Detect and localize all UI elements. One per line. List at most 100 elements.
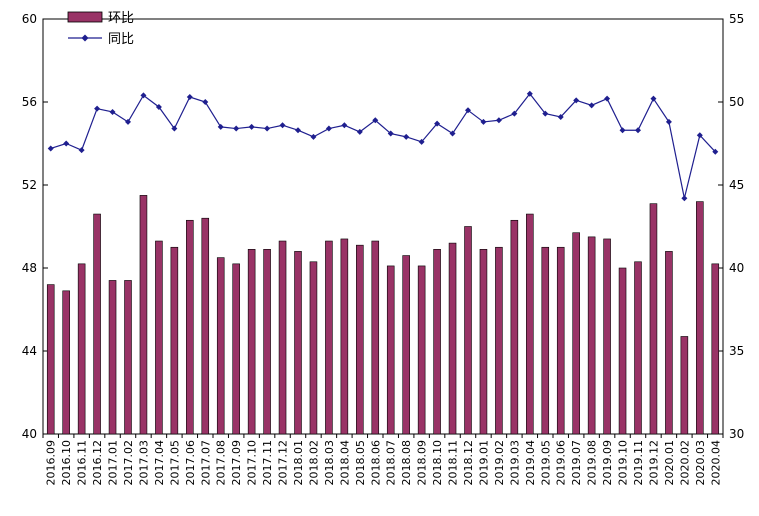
line-point xyxy=(372,117,379,124)
bar xyxy=(155,240,163,435)
bar xyxy=(402,255,410,435)
line-point xyxy=(279,122,286,129)
bar xyxy=(309,261,318,435)
line-point xyxy=(480,118,487,125)
bar xyxy=(186,219,194,435)
line-point xyxy=(171,125,178,132)
line-point xyxy=(511,110,518,117)
line-point xyxy=(248,123,255,130)
bar xyxy=(356,244,364,435)
right-tick-label: 55 xyxy=(729,12,744,26)
bar xyxy=(448,242,457,435)
bar xyxy=(201,217,210,435)
line-point xyxy=(310,133,317,140)
bar xyxy=(433,249,441,435)
line-point xyxy=(696,132,703,139)
line-point xyxy=(573,97,580,104)
x-tick-label: 2020.03 xyxy=(694,440,707,486)
x-tick-label: 2019.10 xyxy=(617,440,630,486)
x-tick-label: 2016.10 xyxy=(60,440,73,486)
line-point xyxy=(557,113,564,120)
x-tick-label: 2018.11 xyxy=(447,440,460,486)
line-point xyxy=(403,133,410,140)
x-axis: 2016.09 2016.10 2016.11 2016.12 2017.01 2017.… xyxy=(42,434,724,486)
line-point xyxy=(681,195,688,202)
line-point xyxy=(604,95,611,102)
x-tick-label: 2018.02 xyxy=(307,440,320,486)
x-tick-label: 2018.08 xyxy=(400,440,413,486)
x-tick-label: 2019.02 xyxy=(493,440,506,486)
bar xyxy=(541,246,550,435)
x-tick-label: 2019.07 xyxy=(570,440,583,486)
line-point xyxy=(387,130,394,137)
bar xyxy=(216,257,225,435)
line-series xyxy=(47,90,719,202)
bar xyxy=(386,265,395,435)
bar xyxy=(510,219,519,435)
line-point xyxy=(325,125,332,132)
left-axis: 40 44 48 52 56 60 xyxy=(22,12,48,441)
x-tick-label: 2017.02 xyxy=(122,440,135,486)
line-point xyxy=(650,95,657,102)
bar xyxy=(93,213,101,435)
x-tick-label: 2017.08 xyxy=(215,440,228,486)
x-tick-label: 2018.12 xyxy=(462,440,475,486)
x-tick-label: 2017.11 xyxy=(261,440,274,486)
x-tick-label: 2018.05 xyxy=(354,440,367,486)
line-point xyxy=(665,118,672,125)
x-tick-label: 2017.03 xyxy=(137,440,150,486)
line-point xyxy=(635,127,641,134)
bar xyxy=(62,290,70,435)
x-tick-label: 2020.02 xyxy=(678,440,691,486)
left-tick-label: 48 xyxy=(22,261,37,275)
x-tick-label: 2019.03 xyxy=(508,440,521,486)
left-tick-label: 52 xyxy=(22,178,37,192)
right-tick-label: 35 xyxy=(729,344,744,358)
x-tick-label: 2019.06 xyxy=(555,440,568,486)
line-point xyxy=(186,94,193,101)
line-point xyxy=(356,128,363,135)
bar xyxy=(139,195,148,435)
bar xyxy=(294,251,302,435)
x-tick-label: 2017.12 xyxy=(277,440,290,486)
x-tick-label: 2017.06 xyxy=(184,440,197,486)
line-point xyxy=(542,110,549,117)
line-point xyxy=(264,125,271,132)
bar xyxy=(618,267,627,435)
x-tick-label: 2016.11 xyxy=(76,440,89,486)
bar xyxy=(634,261,642,435)
bar xyxy=(247,249,256,435)
x-tick-label: 2017.05 xyxy=(168,440,181,486)
right-tick-label: 45 xyxy=(729,178,744,192)
bar xyxy=(649,203,658,435)
x-tick-label: 2019.05 xyxy=(539,440,552,486)
bar xyxy=(77,263,86,435)
bar xyxy=(526,213,534,435)
bar xyxy=(495,246,503,435)
right-tick-label: 50 xyxy=(729,95,744,109)
bar xyxy=(124,280,132,435)
bar xyxy=(278,240,287,435)
x-tick-label: 2018.09 xyxy=(416,440,429,486)
bar xyxy=(340,238,349,435)
x-tick-label: 2018.10 xyxy=(431,440,444,486)
line-point xyxy=(434,120,441,127)
bar xyxy=(680,336,689,435)
x-tick-label: 2019.08 xyxy=(586,440,599,486)
bar xyxy=(556,246,565,435)
left-tick-label: 56 xyxy=(22,95,37,109)
x-tick-label: 2019.11 xyxy=(632,440,645,486)
bar xyxy=(696,201,704,435)
left-tick-label: 60 xyxy=(22,12,37,26)
line-point xyxy=(495,117,502,124)
x-tick-label: 2017.09 xyxy=(230,440,243,486)
x-tick-label: 2018.03 xyxy=(323,440,336,486)
bar xyxy=(325,240,333,435)
bar xyxy=(46,284,55,435)
bar xyxy=(232,263,240,435)
right-tick-label: 40 xyxy=(729,261,744,275)
x-tick-label: 2019.04 xyxy=(524,440,537,486)
line-point xyxy=(63,140,70,147)
line-point xyxy=(47,145,54,152)
